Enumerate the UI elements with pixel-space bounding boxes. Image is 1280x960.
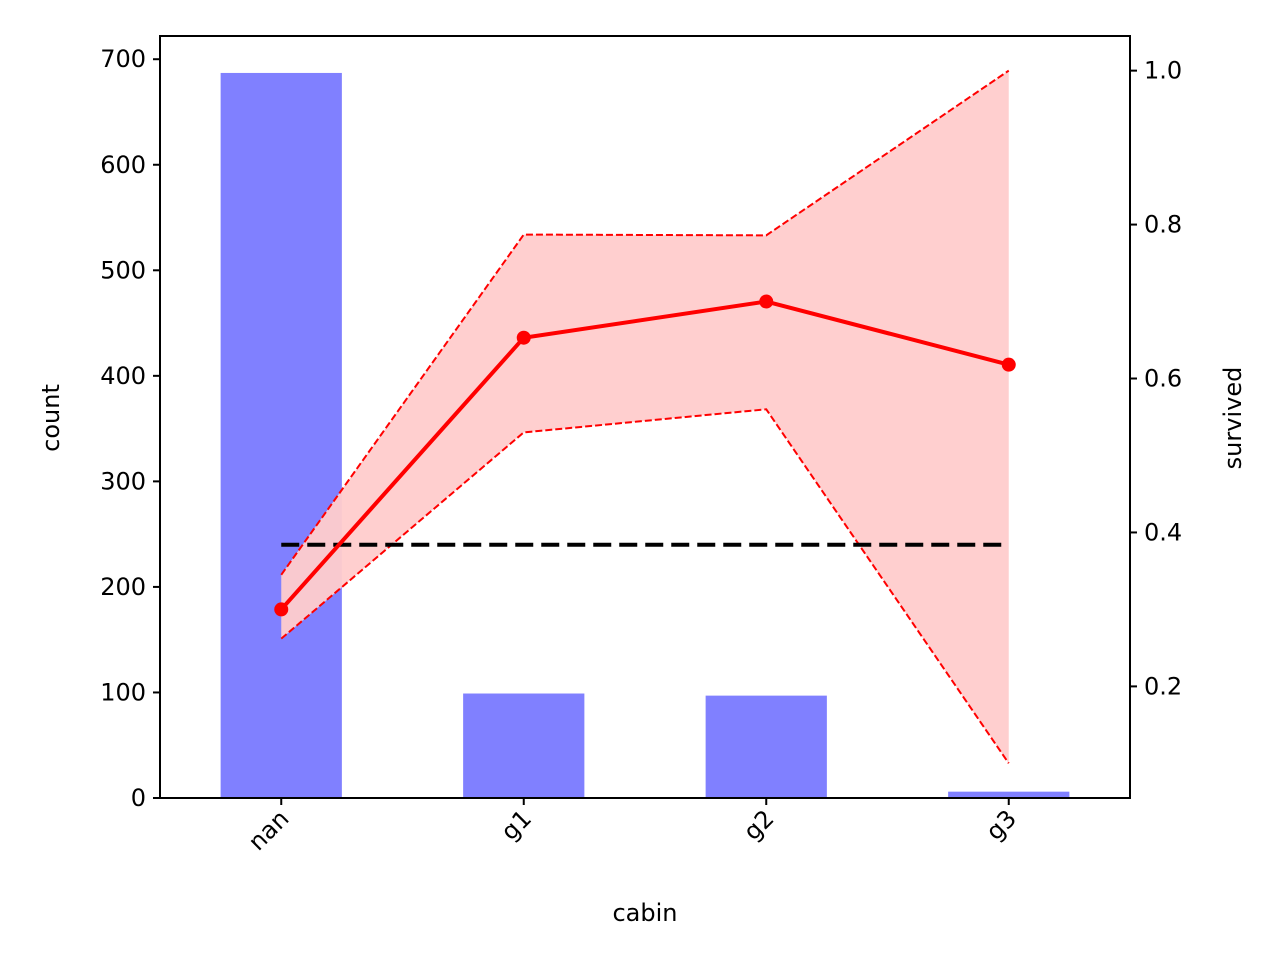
survival-point-g2 — [759, 294, 774, 309]
y-left-tick-label: 700 — [100, 45, 146, 73]
bars-group — [220, 72, 1070, 798]
x-axis-label: cabin — [612, 899, 677, 927]
confidence-band — [281, 70, 1009, 764]
axis-labels-group: cabin count survived — [37, 367, 1247, 927]
y-left-tick-label: 300 — [100, 467, 146, 495]
y-left-tick-label: 500 — [100, 256, 146, 284]
y-axis-left-label: count — [37, 384, 65, 452]
y-right-tick-label: 0.4 — [1144, 518, 1182, 546]
confidence-bounds-group — [280, 69, 1010, 764]
confidence-band-group — [281, 70, 1009, 764]
survival-point-g1 — [516, 330, 531, 345]
y-right-tick-label: 0.8 — [1144, 211, 1182, 239]
y-left-tick-label: 400 — [100, 362, 146, 390]
bar-g3 — [948, 791, 1070, 798]
y-axis-right-label: survived — [1219, 367, 1247, 470]
bar-nan — [220, 72, 342, 798]
survival-line — [279, 299, 1010, 611]
y-right-tick-label: 0.2 — [1144, 672, 1182, 700]
y-left-tick-label: 600 — [100, 151, 146, 179]
survival-point-g3 — [1001, 357, 1016, 372]
plot-frame — [159, 35, 1131, 799]
ci-upper-line — [280, 69, 1010, 576]
bar-g1 — [463, 693, 585, 798]
y-left-tick-label: 100 — [100, 678, 146, 706]
y-right-tick-label: 1.0 — [1144, 57, 1182, 85]
survival-point-nan — [274, 602, 289, 617]
y-left-tick-label: 0 — [131, 784, 146, 812]
ci-lower-line — [280, 408, 1010, 764]
y-right-tick-label: 0.6 — [1144, 365, 1182, 393]
y-left-tick-label: 200 — [100, 573, 146, 601]
survival-line-group — [274, 294, 1016, 617]
bar-g2 — [705, 695, 827, 798]
